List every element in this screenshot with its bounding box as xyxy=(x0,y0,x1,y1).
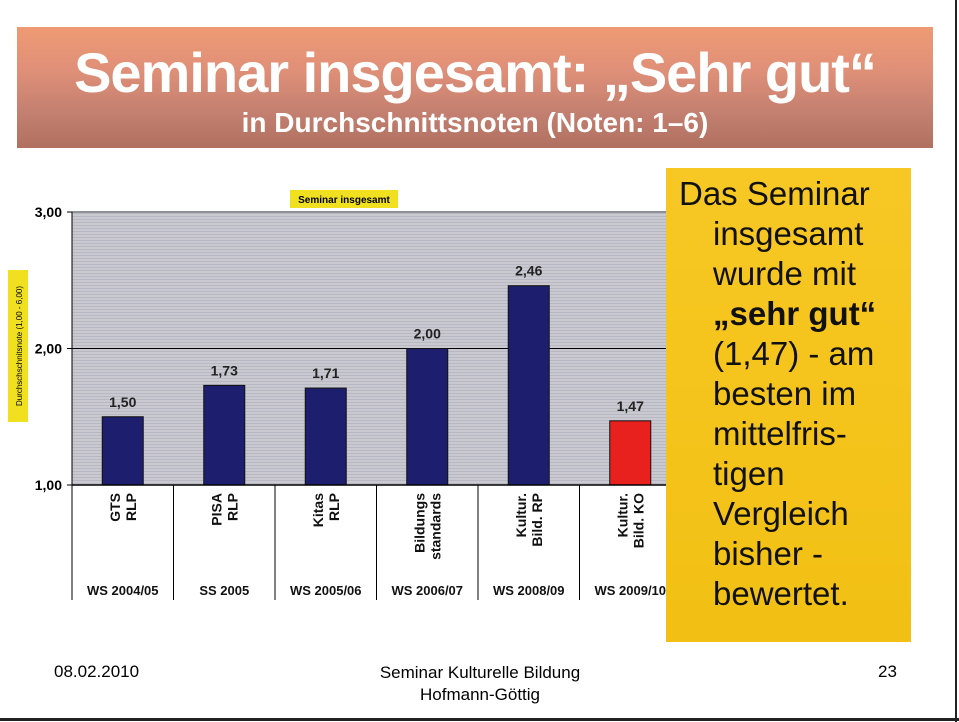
category-label-line: RLP xyxy=(326,493,342,521)
category-label-line: RLP xyxy=(224,493,240,521)
category-label-line: Bild. KO xyxy=(630,493,646,548)
callout-line: besten im xyxy=(713,375,857,412)
category-label-line: Kitas xyxy=(310,493,326,527)
chart-title-highlight xyxy=(290,190,398,208)
category-label: Kultur. Bild. RP xyxy=(513,493,545,547)
bar xyxy=(507,285,550,486)
category-term-label: WS 2004/05 xyxy=(87,583,159,598)
category-label-line: Bild. RP xyxy=(529,493,545,547)
bar-value-label: 1,50 xyxy=(109,394,136,410)
callout-line: „sehr gut“ xyxy=(713,295,877,332)
category-label-line: PISA xyxy=(208,493,224,526)
y-tick-label: 1,00 xyxy=(35,477,62,493)
y-axis-label: Durchschschnitsnote (1,00 - 6,00) xyxy=(15,286,24,406)
slide-frame-right xyxy=(955,0,957,722)
category-label-line: GTS xyxy=(107,493,123,522)
footer-center: Seminar Kulturelle Bildung Hofmann-Götti… xyxy=(330,662,630,706)
category-label-line: Bildungs xyxy=(411,493,427,553)
slide-subtitle: in Durchschnittsnoten (Noten: 1–6) xyxy=(241,107,709,138)
category-term-label: SS 2005 xyxy=(199,583,249,598)
category-label: Bildungs standards xyxy=(411,493,443,560)
category-label-line: Kultur. xyxy=(513,493,529,537)
bar-value-label: 1,71 xyxy=(312,365,339,381)
footer-page-number: 23 xyxy=(878,662,897,681)
category-label: PISA RLP xyxy=(208,493,240,526)
category-term-label: WS 2008/09 xyxy=(493,583,565,598)
footer-author: Hofmann-Göttig xyxy=(420,685,540,704)
callout-line: Das Seminar xyxy=(679,175,870,212)
callout-box: Das Seminar insgesamt wurde mit „sehr gut“(… xyxy=(666,168,911,642)
callout-line: (1,47) - am xyxy=(713,335,875,372)
bar xyxy=(203,384,246,486)
callout-line: Vergleich xyxy=(713,495,849,532)
bar-value-label: 1,47 xyxy=(617,398,644,414)
bar-value-label: 1,73 xyxy=(211,362,238,378)
callout-line: mittelfris- xyxy=(713,415,847,452)
footer-title: Seminar Kulturelle Bildung xyxy=(379,663,581,682)
bar-value-label: 2,00 xyxy=(414,326,441,342)
bar-value-label: 2,46 xyxy=(515,263,542,279)
y-tick-label: 2,00 xyxy=(35,341,62,357)
category-label-line: standards xyxy=(427,493,443,560)
category-label: Kultur. Bild. KO xyxy=(614,493,646,548)
callout-line: wurde mit xyxy=(713,255,857,292)
chart-title: Seminar insgesamt xyxy=(298,195,390,206)
slide-frame-bottom xyxy=(0,718,959,721)
bar xyxy=(304,387,347,486)
category-label: Kitas RLP xyxy=(310,493,342,527)
category-term-label: WS 2005/06 xyxy=(290,583,362,598)
bar xyxy=(406,348,449,486)
bar xyxy=(609,420,652,486)
callout-line: insgesamt xyxy=(713,215,864,252)
category-term-label: WS 2009/10 xyxy=(594,583,666,598)
title-banner: Seminar insgesamt: „Sehr gut“ in Durchsc… xyxy=(17,27,933,148)
y-axis-label-highlight xyxy=(8,270,28,422)
category-label-line: Kultur. xyxy=(614,493,630,537)
bar xyxy=(101,416,144,486)
callout-line: bewertet. xyxy=(713,575,849,612)
category-label-line: RLP xyxy=(123,493,139,521)
callout-line: tigen xyxy=(713,455,785,492)
category-term-label: WS 2006/07 xyxy=(391,583,463,598)
footer-date: 08.02.2010 xyxy=(54,662,140,681)
category-label: GTS RLP xyxy=(107,493,139,522)
callout-text: Das Seminar insgesamt wurde mit „sehr gut“(… xyxy=(679,174,907,614)
y-tick-label: 3,00 xyxy=(35,204,62,220)
callout-line: bisher - xyxy=(713,535,824,572)
slide-title: Seminar insgesamt: „Sehr gut“ xyxy=(74,41,877,104)
